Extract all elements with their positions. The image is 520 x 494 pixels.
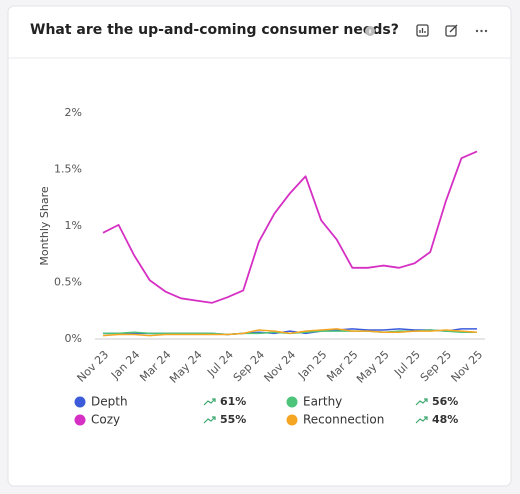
trend-arrow <box>415 416 428 424</box>
chart-title: What are the up-and-coming consumer need… <box>30 22 399 38</box>
legend-change: 55% <box>220 413 246 426</box>
y-tick-label: 0.5% <box>54 276 82 289</box>
legend-swatch <box>74 396 86 408</box>
y-tick-label: 0% <box>65 332 82 345</box>
legend-label: Earthy <box>303 395 342 409</box>
trend-arrow <box>203 416 216 424</box>
edit-button[interactable] <box>445 24 458 37</box>
series-line <box>102 328 478 337</box>
legend-swatch <box>286 414 298 426</box>
trend-arrow <box>415 398 428 406</box>
legend-swatch <box>74 414 86 426</box>
y-axis-label: Monthly Share <box>38 186 51 266</box>
legend-swatch <box>286 396 298 408</box>
trend-arrow-head <box>212 416 216 420</box>
legend-change: 61% <box>220 395 246 408</box>
trend-arrow-head <box>424 398 428 402</box>
info-icon[interactable] <box>365 26 375 36</box>
chart-type-button[interactable] <box>416 24 429 37</box>
legend-label: Depth <box>91 395 128 409</box>
y-tick-label: 1% <box>65 219 82 232</box>
trend-arrow-head <box>212 398 216 402</box>
legend-change: 56% <box>432 395 458 408</box>
trend-arrow <box>203 398 216 406</box>
y-tick-label: 2% <box>65 106 82 119</box>
card <box>7 5 512 487</box>
more-button[interactable] <box>475 29 488 33</box>
series-line <box>102 150 478 304</box>
legend-label: Cozy <box>91 413 120 427</box>
legend-label: Reconnection <box>303 413 384 427</box>
legend-change: 48% <box>432 413 458 426</box>
y-tick-label: 1.5% <box>54 163 82 176</box>
trend-arrow-head <box>424 416 428 420</box>
